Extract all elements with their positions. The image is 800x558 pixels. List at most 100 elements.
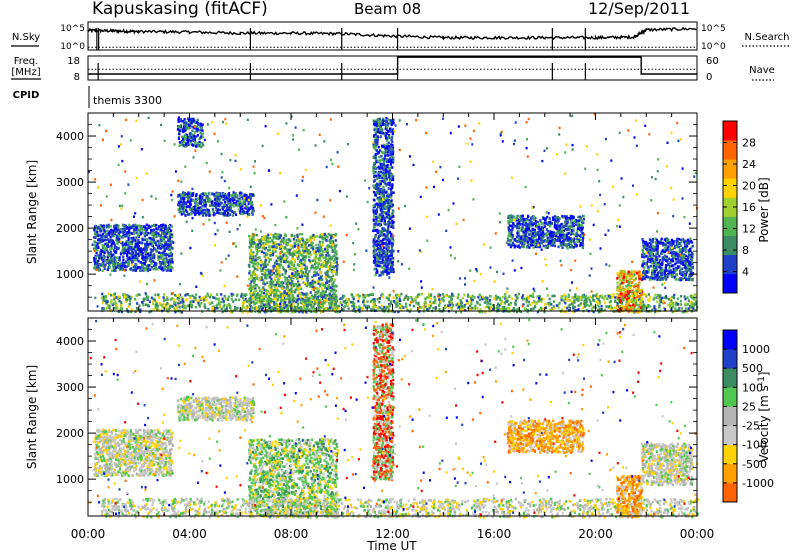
data-cell [386, 297, 388, 300]
data-cell [122, 256, 124, 259]
nsky-tick-bottom: 10^0 [60, 42, 85, 52]
data-cell [192, 200, 194, 203]
data-cell [246, 300, 248, 303]
data-cell [129, 299, 131, 302]
data-cell [212, 204, 214, 207]
data-cell [153, 255, 155, 258]
data-cell [581, 299, 583, 302]
data-cell [103, 229, 105, 232]
data-cell [502, 296, 504, 299]
data-cell [171, 247, 173, 250]
data-cell [603, 296, 605, 299]
data-cell [568, 295, 570, 298]
data-cell [162, 251, 164, 254]
nsky-label: N.Sky [12, 32, 40, 43]
data-cell [112, 241, 114, 244]
data-cell [179, 211, 181, 214]
data-cell [420, 306, 422, 309]
data-cell [315, 244, 317, 247]
data-cell [260, 302, 262, 305]
data-cell [263, 292, 265, 295]
data-cell [211, 193, 213, 196]
data-cell [204, 212, 206, 215]
data-cell [311, 242, 313, 245]
data-cell [141, 301, 143, 304]
data-cell [261, 237, 263, 240]
data-cell [688, 307, 690, 310]
data-cell [223, 305, 225, 308]
data-cell [258, 286, 260, 289]
data-cell [418, 302, 420, 305]
data-cell [458, 306, 460, 309]
data-cell [334, 303, 336, 306]
data-cell [96, 233, 98, 236]
data-cell [405, 305, 407, 308]
data-cell [321, 248, 323, 251]
data-cell [116, 235, 118, 238]
data-cell [101, 293, 103, 296]
data-cell [143, 298, 145, 301]
data-cell [380, 171, 382, 174]
data-cell [166, 296, 168, 299]
data-cell [659, 294, 661, 297]
data-cell [144, 235, 146, 238]
data-cell [181, 136, 183, 139]
data-cell [275, 302, 277, 305]
data-cell [119, 235, 121, 238]
data-cell [323, 284, 325, 287]
data-cell [153, 308, 155, 311]
data-cell [142, 304, 144, 307]
data-cell [129, 243, 131, 246]
data-cell [344, 305, 346, 308]
data-cell [223, 213, 225, 216]
data-cell [277, 280, 279, 283]
data-cell [458, 302, 460, 305]
data-cell [163, 293, 165, 296]
data-cell [578, 304, 580, 307]
data-cell [213, 297, 215, 300]
data-cell [259, 300, 261, 303]
data-cell [264, 274, 266, 277]
data-cell [674, 307, 676, 310]
data-cell [255, 289, 257, 292]
data-cell [250, 295, 252, 298]
data-cell [314, 294, 316, 297]
data-cell [161, 232, 163, 235]
data-cell [275, 284, 277, 287]
data-cell [295, 267, 297, 270]
data-cell [256, 277, 258, 280]
data-cell [554, 295, 556, 298]
data-cell [146, 234, 148, 237]
data-cell [353, 298, 355, 301]
data-cell [269, 258, 271, 261]
data-cell [164, 299, 166, 302]
nsky-tick-top: 10^5 [60, 24, 85, 34]
data-cell [654, 308, 656, 311]
data-cell [347, 303, 349, 306]
data-cell [149, 237, 151, 240]
data-cell [387, 228, 389, 231]
data-cell [273, 289, 275, 292]
data-cell [136, 302, 138, 305]
data-cell [439, 294, 441, 297]
data-cell [113, 293, 115, 296]
data-cell [180, 201, 182, 204]
data-cell [273, 272, 275, 275]
data-cell [202, 211, 204, 214]
data-cell [94, 260, 96, 263]
data-cell [295, 271, 297, 274]
data-cell [300, 293, 302, 296]
data-cell [167, 246, 169, 249]
data-cell [184, 202, 186, 205]
cpid-value: themis 3300 [93, 94, 162, 107]
data-cell [201, 196, 203, 199]
data-cell [248, 278, 250, 281]
data-cell [275, 255, 277, 258]
data-cell [265, 265, 267, 268]
data-cell [140, 242, 142, 245]
data-cell [150, 257, 152, 260]
data-cell [316, 267, 318, 270]
data-cell [251, 211, 253, 214]
data-cell [164, 241, 166, 244]
data-cell [322, 293, 324, 296]
